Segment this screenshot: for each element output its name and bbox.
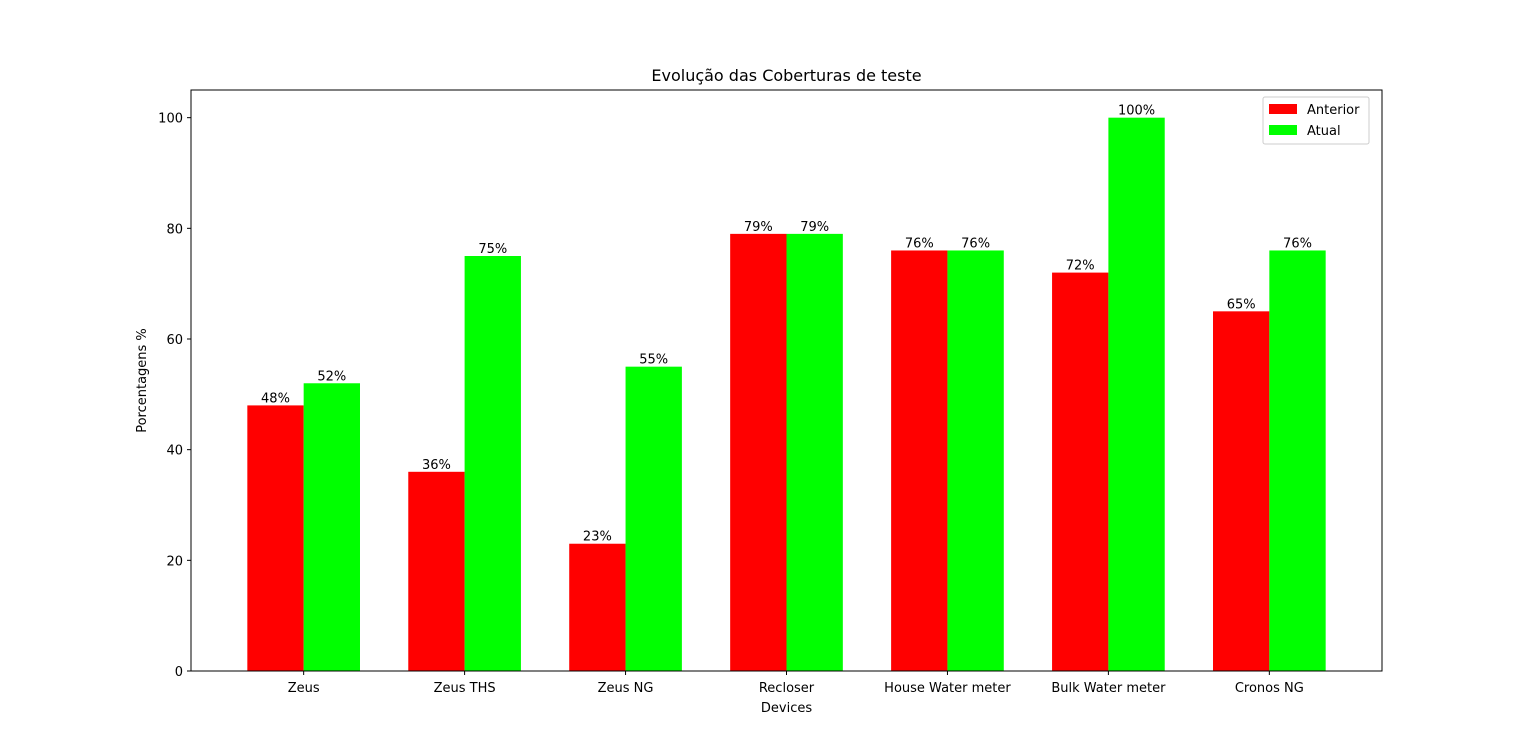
bar-anterior-3 <box>730 233 787 671</box>
bars-group <box>247 117 1326 671</box>
data-label-anterior-2: 23% <box>583 530 612 545</box>
legend-swatch-anterior <box>1269 104 1297 114</box>
data-label-atual-0: 52% <box>317 369 346 384</box>
x-tick-label: Zeus THS <box>434 681 496 696</box>
bar-atual-1 <box>464 256 521 671</box>
data-label-atual-3: 79% <box>800 220 829 235</box>
bar-atual-3 <box>786 233 843 671</box>
data-label-atual-2: 55% <box>639 353 668 368</box>
bar-atual-2 <box>625 366 682 671</box>
x-tick-label: Zeus <box>288 681 320 696</box>
bar-anterior-4 <box>891 250 948 671</box>
data-label-atual-6: 76% <box>1283 236 1312 251</box>
legend-label-anterior: Anterior <box>1307 103 1360 118</box>
plot-frame <box>190 89 1383 672</box>
legend-swatch-atual <box>1269 125 1297 135</box>
x-tick-label: Recloser <box>759 681 815 696</box>
data-label-anterior-0: 48% <box>261 391 290 406</box>
data-label-anterior-4: 76% <box>905 236 934 251</box>
y-tick-label: 0 <box>175 665 183 680</box>
bar-anterior-5 <box>1052 272 1109 671</box>
y-tick-label: 40 <box>166 444 183 459</box>
bar-anterior-2 <box>569 543 626 671</box>
y-axis-label: Porcentagens % <box>135 328 150 433</box>
bar-anterior-0 <box>247 405 304 671</box>
bar-atual-6 <box>1269 250 1326 671</box>
data-label-atual-4: 76% <box>961 236 990 251</box>
data-label-atual-1: 75% <box>478 242 507 257</box>
legend: Anterior Atual <box>1262 96 1370 145</box>
x-axis-label: Devices <box>761 701 812 716</box>
data-label-atual-5: 100% <box>1118 104 1155 119</box>
y-axis: 0 20 40 60 80 100 <box>158 112 191 680</box>
bar-atual-4 <box>947 250 1004 671</box>
x-tick-label: Bulk Water meter <box>1051 681 1166 696</box>
bar-atual-5 <box>1108 117 1165 671</box>
bar-atual-0 <box>303 383 360 671</box>
x-tick-label: House Water meter <box>884 681 1011 696</box>
data-label-anterior-3: 79% <box>744 220 773 235</box>
y-tick-label: 20 <box>166 554 183 569</box>
x-axis: Zeus Zeus THS Zeus NG Recloser House Water m… <box>288 671 1304 696</box>
bar-anterior-1 <box>408 471 465 671</box>
bar-anterior-6 <box>1213 311 1270 671</box>
data-label-anterior-1: 36% <box>422 458 451 473</box>
y-tick-label: 60 <box>166 333 183 348</box>
data-labels-group: 48% 36% 23% 79% 76% 72% 65% 52% 75% 55% 79% 76% 100%… <box>261 104 1312 545</box>
data-label-anterior-5: 72% <box>1066 259 1095 274</box>
chart-title: Evolução das Coberturas de teste <box>651 66 921 85</box>
x-tick-label: Zeus NG <box>598 681 654 696</box>
y-tick-label: 100 <box>158 112 183 127</box>
x-tick-label: Cronos NG <box>1235 681 1304 696</box>
legend-label-atual: Atual <box>1307 124 1341 139</box>
data-label-anterior-6: 65% <box>1227 297 1256 312</box>
y-tick-label: 80 <box>166 222 183 237</box>
